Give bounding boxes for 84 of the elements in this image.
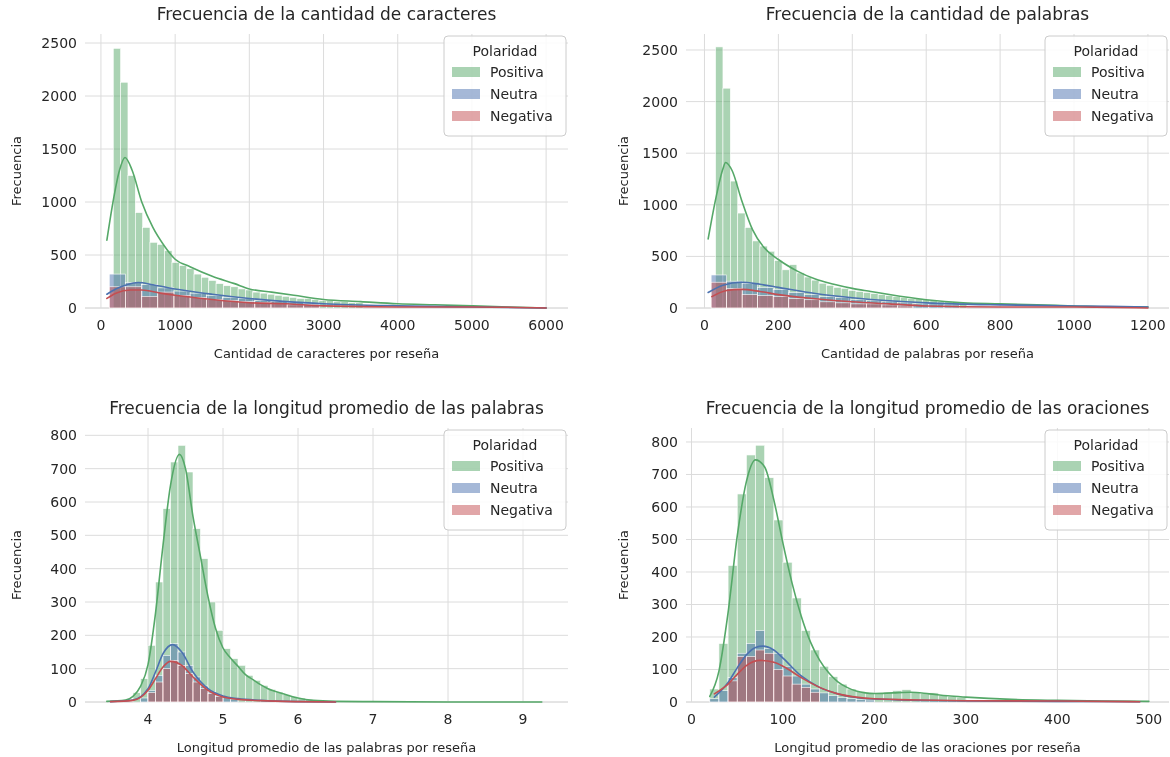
y-axis-title: Frecuencia <box>9 530 24 600</box>
legend-label: Negativa <box>1091 108 1154 124</box>
legend-title: Polaridad <box>472 43 538 59</box>
x-tick-label: 4 <box>143 711 153 727</box>
x-tick-label: 400 <box>1044 711 1071 727</box>
legend-title: Polaridad <box>1073 43 1139 59</box>
y-tick-label: 800 <box>50 427 77 444</box>
y-axis-title: Frecuencia <box>9 136 24 206</box>
y-tick-label: 100 <box>651 661 678 678</box>
y-tick-label: 1000 <box>41 194 77 210</box>
x-tick-label: 1000 <box>157 317 193 333</box>
x-tick-label: 3000 <box>305 317 342 333</box>
x-tick-label: 100 <box>769 711 797 727</box>
y-tick-label: 1000 <box>642 196 678 213</box>
y-tick-label: 400 <box>651 563 678 580</box>
legend-label: Positiva <box>1091 458 1145 474</box>
y-tick-label: 1500 <box>41 141 77 158</box>
legend-label: Negativa <box>490 502 553 518</box>
y-tick-label: 0 <box>68 694 77 710</box>
y-tick-label: 600 <box>50 494 77 510</box>
y-tick-label: 100 <box>50 660 77 677</box>
x-tick-label: 5 <box>218 711 228 727</box>
legend-label: Negativa <box>490 108 553 124</box>
x-tick-label: 6 <box>293 711 303 727</box>
y-tick-label: 500 <box>651 531 678 548</box>
x-tick-label: 7 <box>368 711 378 727</box>
legend-label: Neutra <box>1091 86 1139 102</box>
y-tick-label: 500 <box>651 248 678 265</box>
legend-label: Positiva <box>1091 64 1145 80</box>
y-tick-label: 600 <box>651 498 678 515</box>
legend-title: Polaridad <box>472 437 538 453</box>
chart-title: Frecuencia de la longitud promedio de las oraciones <box>705 398 1150 418</box>
x-tick-label: 1200 <box>1130 317 1166 333</box>
x-tick-label: 5000 <box>454 317 490 333</box>
legend-label: Positiva <box>490 64 544 80</box>
x-tick-label: 200 <box>861 711 888 727</box>
x-tick-label: 4000 <box>379 317 416 333</box>
legend-label: Neutra <box>1091 480 1139 496</box>
y-tick-label: 1500 <box>642 145 678 162</box>
x-tick-label: 2000 <box>231 317 268 333</box>
legend-title: Polaridad <box>1073 437 1139 453</box>
x-tick-label: 1000 <box>1056 317 1092 333</box>
x-tick-label: 0 <box>96 317 106 333</box>
chart-title: Frecuencia de la cantidad de caracteres <box>156 4 497 24</box>
y-tick-label: 200 <box>50 627 77 644</box>
x-tick-label: 800 <box>986 317 1014 333</box>
legend-label: Neutra <box>490 86 538 102</box>
y-tick-label: 0 <box>669 694 678 710</box>
legend-label: Negativa <box>1091 502 1154 518</box>
x-tick-label: 8 <box>443 711 453 727</box>
x-axis-title: Longitud promedio de las palabras por reseña <box>176 740 477 755</box>
y-tick-label: 300 <box>651 596 678 613</box>
y-tick-label: 2500 <box>41 35 77 52</box>
x-tick-label: 400 <box>838 317 866 333</box>
x-tick-label: 500 <box>1135 711 1163 727</box>
legend-label: Neutra <box>490 480 538 496</box>
x-tick-label: 300 <box>952 711 980 727</box>
y-tick-label: 500 <box>50 527 77 544</box>
x-tick-label: 0 <box>700 317 709 333</box>
y-tick-label: 2000 <box>41 88 77 105</box>
y-tick-label: 700 <box>651 466 678 483</box>
chart-title: Frecuencia de la cantidad de palabras <box>765 4 1090 24</box>
y-tick-label: 300 <box>50 594 77 610</box>
y-tick-label: 0 <box>669 300 678 316</box>
x-tick-label: 6000 <box>528 317 564 333</box>
y-tick-label: 2000 <box>642 93 678 110</box>
y-tick-label: 400 <box>50 560 77 577</box>
y-tick-label: 800 <box>651 433 678 450</box>
x-axis-title: Cantidad de palabras por reseña <box>821 346 1034 361</box>
y-tick-label: 500 <box>50 247 77 263</box>
x-tick-label: 9 <box>518 711 528 727</box>
y-axis-title: Frecuencia <box>616 530 631 600</box>
y-tick-label: 2500 <box>642 42 678 58</box>
y-axis-title: Frecuencia <box>616 136 631 206</box>
y-tick-label: 700 <box>50 460 77 477</box>
x-tick-label: 200 <box>765 317 792 333</box>
y-tick-label: 0 <box>68 300 77 316</box>
x-axis-title: Cantidad de caracteres por reseña <box>213 346 440 361</box>
y-tick-label: 200 <box>651 628 678 645</box>
x-tick-label: 0 <box>687 711 696 727</box>
x-tick-label: 600 <box>912 317 940 333</box>
legend-label: Positiva <box>490 458 544 474</box>
chart-title: Frecuencia de la longitud promedio de las palabras <box>109 398 544 418</box>
x-axis-title: Longitud promedio de las oraciones por reseña <box>774 740 1081 755</box>
